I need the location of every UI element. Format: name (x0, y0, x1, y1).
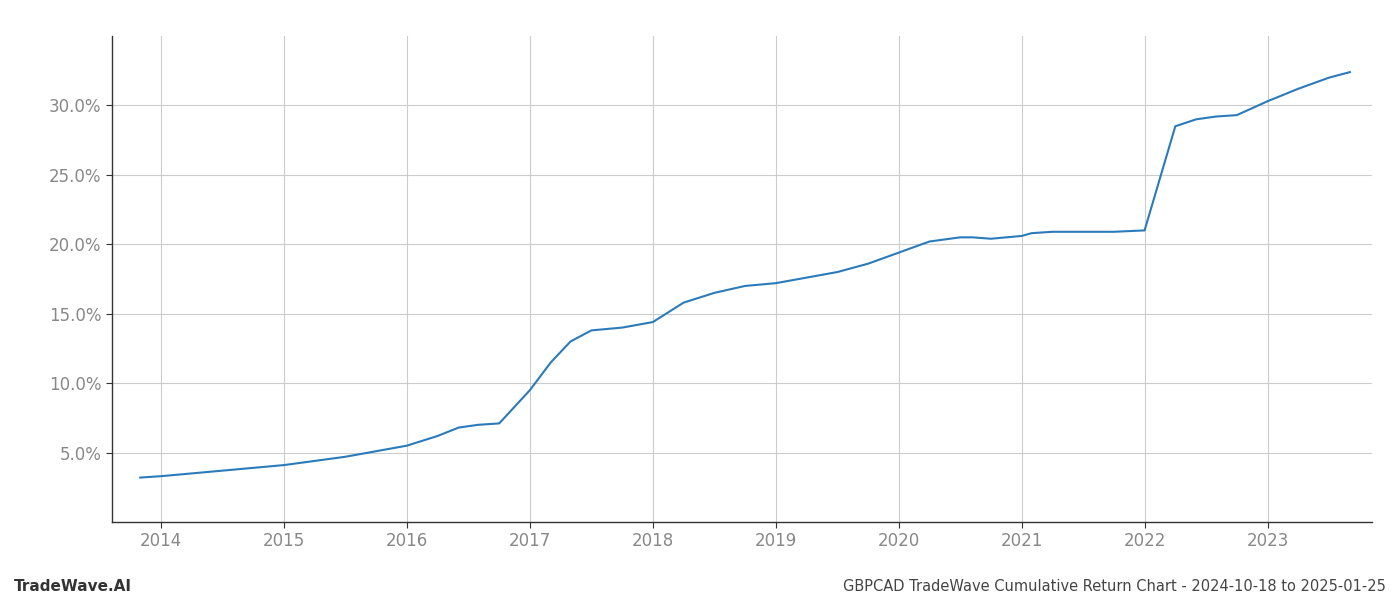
Text: GBPCAD TradeWave Cumulative Return Chart - 2024-10-18 to 2025-01-25: GBPCAD TradeWave Cumulative Return Chart… (843, 579, 1386, 594)
Text: TradeWave.AI: TradeWave.AI (14, 579, 132, 594)
